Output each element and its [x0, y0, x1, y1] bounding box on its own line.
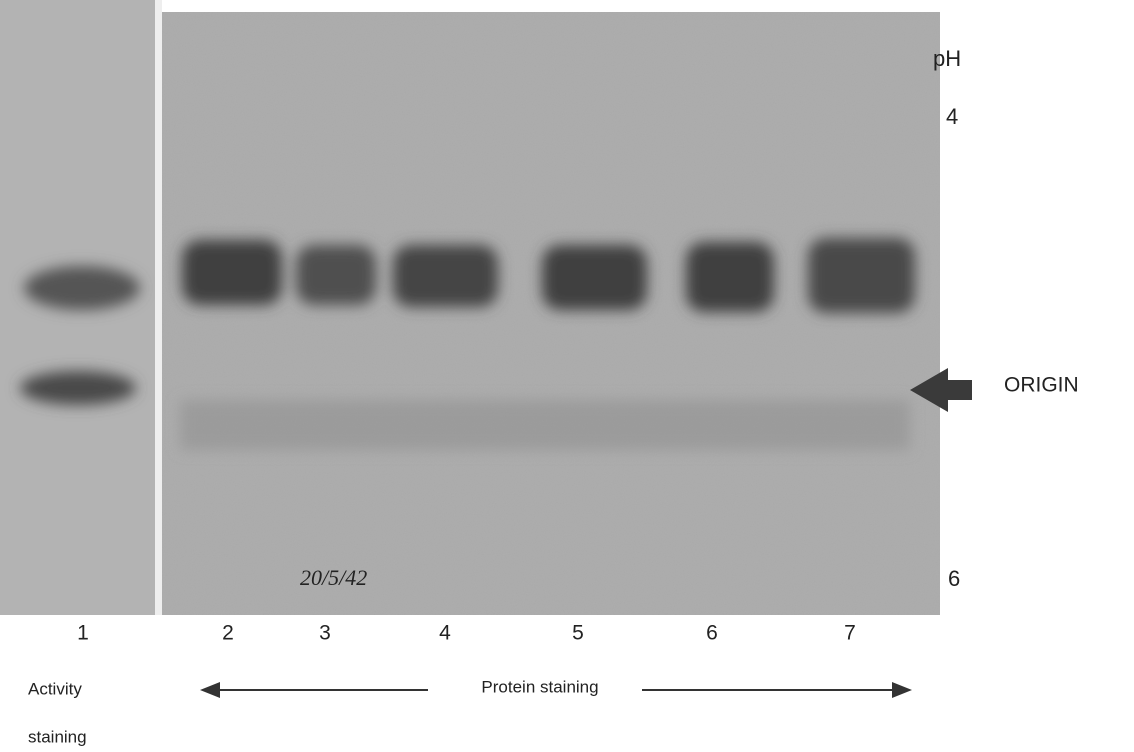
band — [24, 266, 140, 310]
handwritten-note: 20/5/42 — [300, 565, 367, 590]
origin-arrow — [910, 368, 972, 412]
caption: staining — [28, 727, 87, 746]
band — [393, 245, 498, 307]
lane-number: 6 — [706, 622, 718, 645]
caption: Activity — [28, 679, 82, 698]
ph-top: 4 — [946, 104, 958, 129]
smear — [180, 400, 910, 450]
grain — [162, 12, 940, 615]
lane-number: 1 — [77, 622, 89, 645]
band — [686, 242, 774, 312]
lane-numbers: 1 2 3 4 5 6 7 — [77, 622, 856, 645]
protein-arrow — [200, 682, 912, 698]
band — [296, 245, 376, 305]
caption: Protein staining — [481, 677, 598, 696]
band — [542, 245, 647, 310]
lane-number: 3 — [319, 622, 331, 645]
lane-number: 7 — [844, 622, 856, 645]
lane-number: 5 — [572, 622, 584, 645]
ph-label: pH — [933, 46, 961, 71]
band — [808, 238, 915, 313]
lane-number: 2 — [222, 622, 234, 645]
band — [182, 240, 282, 305]
gel — [0, 0, 940, 615]
lane-gap — [155, 0, 162, 615]
arrow-head — [892, 682, 912, 698]
band — [20, 371, 136, 405]
lane-number: 4 — [439, 622, 451, 645]
arrow-head — [200, 682, 220, 698]
bands — [20, 238, 915, 450]
origin-label: ORIGIN — [1004, 374, 1079, 397]
ph-bottom: 6 — [948, 566, 960, 591]
